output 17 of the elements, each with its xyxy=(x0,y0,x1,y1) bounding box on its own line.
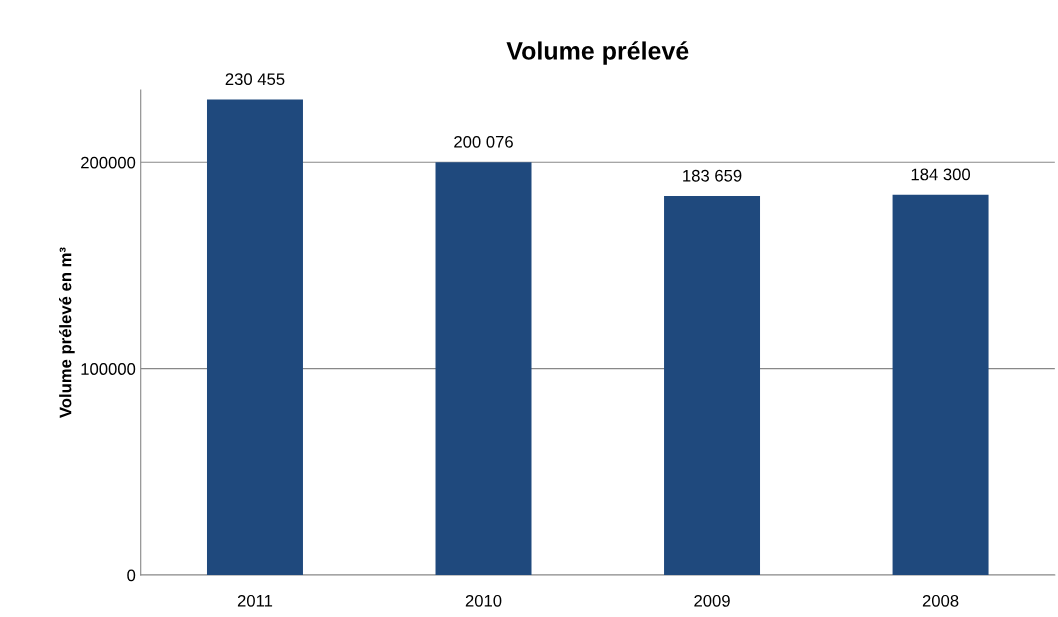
x-tick-label: 2008 xyxy=(922,594,959,607)
x-tick-label: 2009 xyxy=(694,594,730,607)
bar xyxy=(435,162,532,576)
data-label: 184 300 xyxy=(911,168,971,181)
data-label: 200 076 xyxy=(454,135,513,148)
data-label: 230 455 xyxy=(225,73,285,86)
data-label: 183 659 xyxy=(683,169,742,182)
chart-title: Volume prélevé xyxy=(506,41,689,65)
y-tick-label: 0 xyxy=(127,569,136,582)
x-tick-label: 2010 xyxy=(465,594,502,607)
y-tick-label: 200000 xyxy=(81,156,136,169)
y-axis-title: Volume prélevé en m³ xyxy=(59,247,75,418)
bar xyxy=(206,99,303,576)
bar xyxy=(664,196,761,576)
bar xyxy=(892,194,989,576)
x-tick-label: 2011 xyxy=(237,594,273,607)
y-tick-label: 100000 xyxy=(81,363,136,375)
